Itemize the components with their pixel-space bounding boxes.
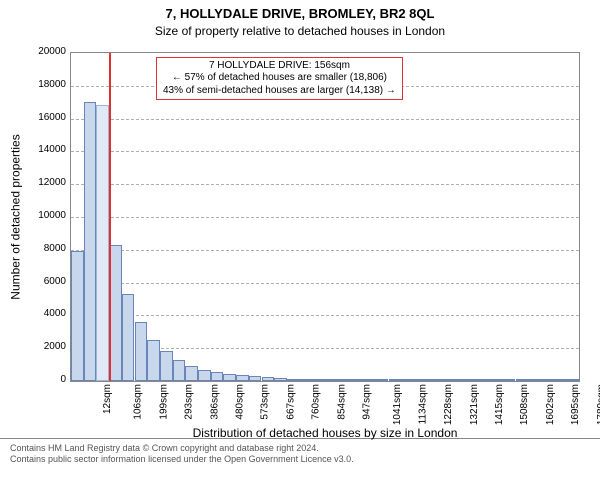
x-axis-label: Distribution of detached houses by size … — [70, 426, 580, 440]
histogram-bar — [427, 379, 440, 381]
histogram-bar — [566, 379, 579, 381]
histogram-bar — [147, 340, 160, 381]
y-axis-ticks: 0 2000 4000 6000 8000 10000 12000 14000 16000 180… — [0, 52, 66, 382]
x-tick-label: 480sqm — [236, 384, 246, 420]
histogram-bar — [84, 102, 97, 381]
footer: Contains HM Land Registry data © Crown c… — [0, 438, 600, 466]
x-tick-label: 667sqm — [286, 384, 296, 420]
histogram-bar — [223, 374, 236, 381]
x-tick-label: 1695sqm — [571, 384, 581, 425]
histogram-bar — [414, 379, 427, 381]
histogram-bar — [477, 379, 490, 381]
histogram-bar — [325, 379, 338, 381]
histogram-bar — [452, 379, 465, 381]
x-tick-label: 386sqm — [210, 384, 220, 420]
x-tick-label: 1602sqm — [546, 384, 556, 425]
histogram-bar — [516, 379, 529, 381]
y-tick-label: 6000 — [0, 277, 66, 287]
y-tick-label: 2000 — [0, 342, 66, 352]
footer-line2: Contains public sector information licen… — [10, 454, 590, 465]
x-tick-label: 1415sqm — [495, 384, 505, 425]
chart: Number of detached properties 0200040006… — [0, 38, 600, 438]
histogram-bar — [363, 379, 376, 381]
histogram-bar — [198, 370, 211, 381]
page-title: 7, HOLLYDALE DRIVE, BROMLEY, BR2 8QL — [0, 0, 600, 22]
histogram-bar — [122, 294, 135, 381]
histogram-bar — [249, 376, 262, 381]
x-tick-label: 1508sqm — [521, 384, 531, 425]
annotation-line3: 43% of semi-detached houses are larger (… — [163, 85, 396, 98]
histogram-bar — [287, 379, 300, 381]
x-tick-label: 573sqm — [261, 384, 271, 420]
x-tick-label: 12sqm — [103, 384, 113, 414]
x-tick-label: 854sqm — [337, 384, 347, 420]
annotation-box: 7 HOLLYDALE DRIVE: 156sqm ← 57% of detac… — [156, 57, 403, 101]
histogram-bar — [135, 322, 148, 381]
histogram-bar — [173, 360, 186, 381]
page-subtitle: Size of property relative to detached ho… — [0, 22, 600, 38]
histogram-bar — [338, 379, 351, 381]
histogram-bar — [503, 379, 516, 381]
x-tick-label: 1228sqm — [444, 384, 454, 425]
x-tick-label: 1041sqm — [394, 384, 404, 425]
histogram-bar — [211, 372, 224, 381]
annotation-line2: ← 57% of detached houses are smaller (18… — [163, 72, 396, 85]
histogram-bar — [389, 379, 402, 381]
x-tick-label: 293sqm — [185, 384, 195, 420]
histogram-bar — [300, 379, 313, 381]
histogram-bar — [439, 379, 452, 381]
y-tick-label: 0 — [0, 375, 66, 385]
histogram-bar — [185, 366, 198, 381]
histogram-bar — [401, 379, 414, 381]
histogram-bar — [96, 105, 109, 381]
histogram-bar — [236, 375, 249, 381]
histogram-bar — [490, 379, 503, 381]
histogram-bar — [71, 251, 84, 381]
y-tick-label: 12000 — [0, 178, 66, 188]
page: 7, HOLLYDALE DRIVE, BROMLEY, BR2 8QL Siz… — [0, 0, 600, 500]
x-tick-label: 199sqm — [159, 384, 169, 420]
histogram-bar — [465, 379, 478, 381]
histogram-bar — [528, 379, 541, 381]
x-tick-label: 760sqm — [312, 384, 322, 420]
histogram-bar — [312, 379, 325, 381]
y-tick-label: 8000 — [0, 244, 66, 254]
histogram-bar — [160, 351, 173, 381]
plot-area: 7 HOLLYDALE DRIVE: 156sqm ← 57% of detac… — [70, 52, 580, 382]
x-tick-label: 106sqm — [134, 384, 144, 420]
y-tick-label: 10000 — [0, 211, 66, 221]
marker-line — [109, 53, 111, 381]
x-tick-label: 1321sqm — [470, 384, 480, 425]
histogram-bar — [350, 379, 363, 381]
bars-group — [71, 53, 579, 381]
x-tick-label: 1134sqm — [418, 384, 428, 424]
x-tick-label: 947sqm — [363, 384, 373, 420]
histogram-bar — [554, 379, 567, 381]
y-tick-label: 16000 — [0, 113, 66, 123]
footer-line1: Contains HM Land Registry data © Crown c… — [10, 443, 590, 454]
y-tick-label: 18000 — [0, 80, 66, 90]
histogram-bar — [376, 379, 389, 381]
histogram-bar — [541, 379, 554, 381]
y-tick-label: 14000 — [0, 145, 66, 155]
histogram-bar — [262, 377, 275, 381]
y-tick-label: 4000 — [0, 309, 66, 319]
annotation-line1: 7 HOLLYDALE DRIVE: 156sqm — [163, 60, 396, 73]
y-tick-label: 20000 — [0, 47, 66, 57]
histogram-bar — [274, 378, 287, 381]
